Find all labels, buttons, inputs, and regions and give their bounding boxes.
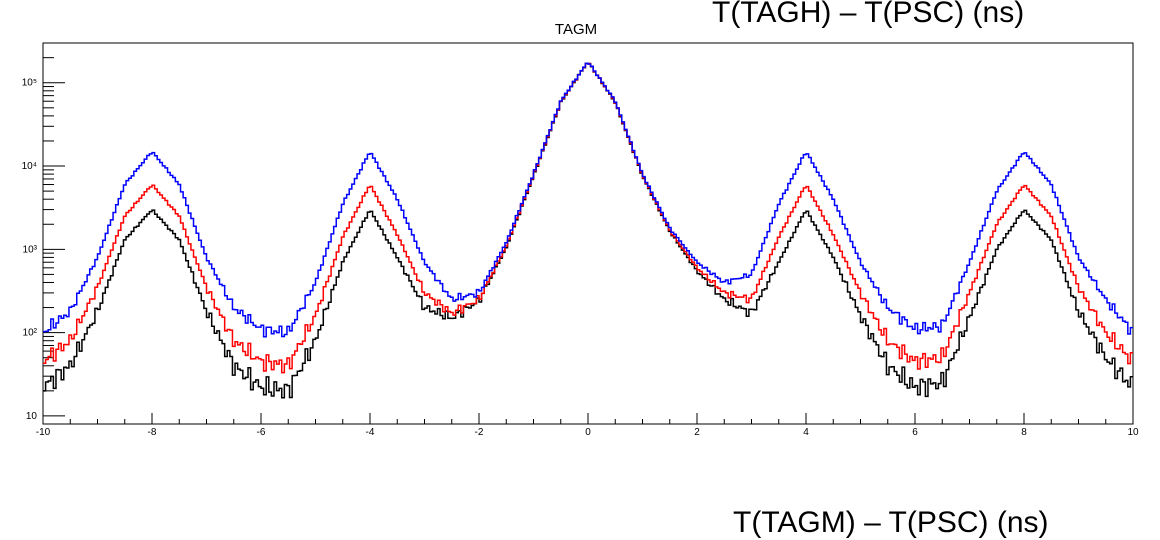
y-tick-label: 10⁴ bbox=[22, 161, 37, 172]
x-tick-label: -4 bbox=[366, 427, 375, 438]
x-tick-label: -10 bbox=[36, 427, 51, 438]
bottom-caption: T(TAGM) – T(PSC) (ns) bbox=[733, 506, 1049, 539]
series-line-0 bbox=[43, 62, 1133, 338]
x-tick-label: -6 bbox=[257, 427, 266, 438]
y-tick-label: 10³ bbox=[23, 244, 38, 255]
y-tick-label: 10 bbox=[26, 411, 38, 422]
x-tick-label: 0 bbox=[585, 427, 591, 438]
chart-title: TAGM bbox=[555, 21, 597, 38]
series-line-2 bbox=[43, 62, 1133, 399]
x-tick-label: 2 bbox=[694, 427, 700, 438]
y-tick-label: 10⁵ bbox=[22, 78, 37, 89]
x-tick-label: 8 bbox=[1021, 427, 1027, 438]
x-tick-label: 10 bbox=[1127, 427, 1139, 438]
y-tick-label: 10² bbox=[23, 328, 38, 339]
top-caption: T(TAGH) – T(PSC) (ns) bbox=[712, 0, 1024, 29]
plot-frame bbox=[42, 42, 1134, 425]
x-axis: -10 -8 -6 -4 -2 0 2 4 6 8 10 bbox=[36, 413, 1139, 438]
series-line-1 bbox=[43, 62, 1133, 374]
x-tick-label: -8 bbox=[148, 427, 157, 438]
x-tick-label: 4 bbox=[803, 427, 809, 438]
series-layer bbox=[43, 62, 1133, 399]
y-axis: 10 10² 10³ 10⁴ 10⁵ bbox=[22, 42, 65, 422]
x-tick-label: -2 bbox=[475, 427, 484, 438]
x-tick-label: 6 bbox=[912, 427, 918, 438]
